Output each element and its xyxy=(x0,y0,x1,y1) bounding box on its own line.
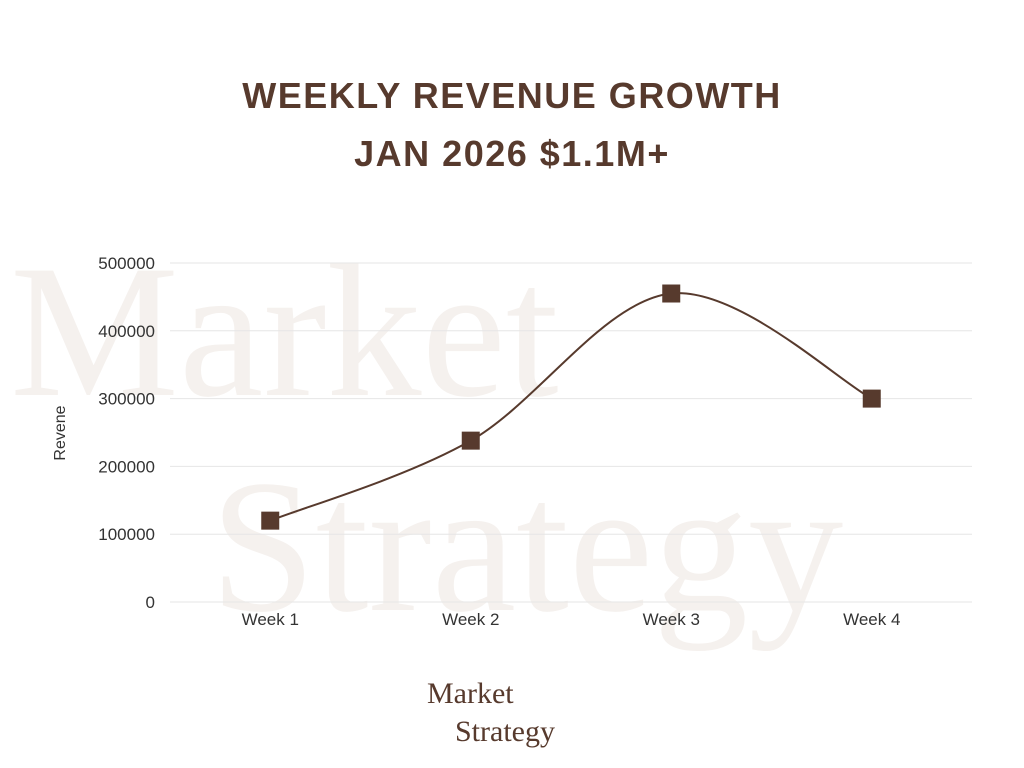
data-point-marker xyxy=(261,511,280,530)
x-tick-label: Week 2 xyxy=(442,610,499,629)
y-tick-label: 0 xyxy=(146,593,155,612)
x-tick-label: Week 1 xyxy=(242,610,299,629)
brand-logo: Market Strategy xyxy=(427,677,555,748)
watermark-line-2: Strategy xyxy=(210,442,843,652)
x-tick-label: Week 4 xyxy=(843,610,900,629)
watermark-line-1: Market xyxy=(10,227,559,437)
x-axis-ticks: Week 1 Week 2 Week 3 Week 4 xyxy=(242,610,901,629)
logo-line-1: Market xyxy=(427,677,514,710)
y-axis-ticks: 0 100000 200000 300000 400000 500000 xyxy=(98,254,155,612)
watermark: Market Strategy xyxy=(10,227,843,652)
data-point-marker xyxy=(862,389,881,408)
chart-title-line-2: JAN 2026 $1.1M+ xyxy=(354,133,670,174)
data-point-marker xyxy=(461,431,480,450)
y-axis-label: Revene xyxy=(52,405,69,460)
y-tick-label: 300000 xyxy=(98,390,155,409)
y-tick-label: 400000 xyxy=(98,322,155,341)
gridlines xyxy=(170,262,972,603)
logo-line-2: Strategy xyxy=(455,715,555,748)
data-point-marker xyxy=(662,284,681,303)
y-tick-label: 200000 xyxy=(98,457,155,476)
chart-title-line-1: WEEKLY REVENUE GROWTH xyxy=(242,75,782,116)
x-tick-label: Week 3 xyxy=(643,610,700,629)
series-line xyxy=(269,292,873,522)
series-markers xyxy=(261,284,881,530)
y-tick-label: 100000 xyxy=(98,525,155,544)
y-tick-label: 500000 xyxy=(98,254,155,273)
